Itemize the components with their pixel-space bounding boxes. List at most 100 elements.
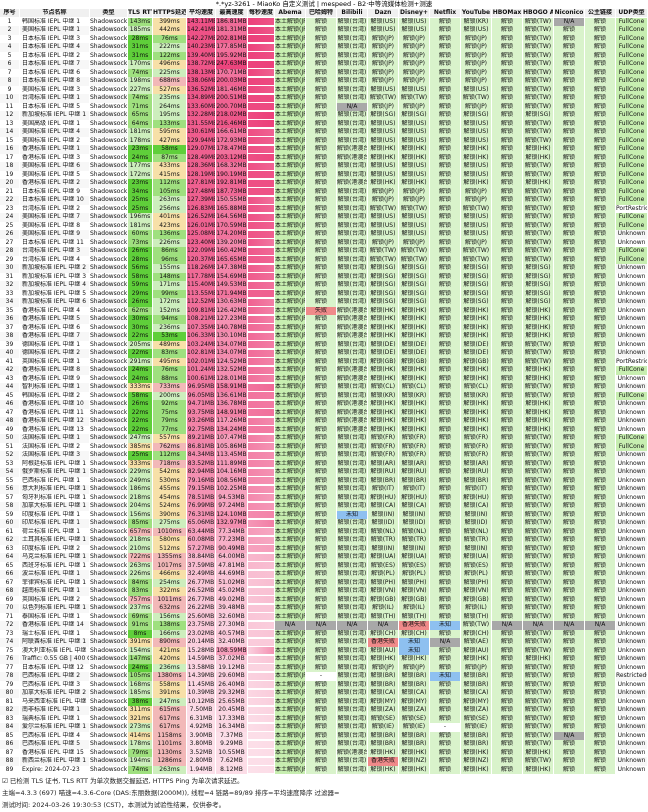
unlock-status: 解锁 [554, 629, 585, 638]
cell: 5 [0, 51, 20, 60]
unlock-status: 解锁 [554, 459, 585, 468]
unlock-status: 解锁 [554, 264, 585, 273]
node-name: 爱尔兰标准 IEPL 中继 1 [20, 723, 90, 732]
cell: 31 [0, 272, 20, 281]
node-name: 法国标准 IEPL 中继 2 [20, 442, 90, 451]
unlock-status: 解锁 [492, 578, 523, 587]
unlock-status: 解锁(US) [399, 26, 430, 35]
speed-sparkline [248, 468, 274, 476]
node-name: 法国标准 IEPL 中继 1 [20, 434, 90, 443]
unlock-status: 本土解锁(JP) [275, 570, 306, 579]
unlock-status: 解锁(台湾) [337, 111, 368, 120]
unlock-status: 本土解锁(JP) [275, 51, 306, 60]
latency: 76ms [153, 366, 187, 375]
udp-type: PortRestrictedCone [616, 204, 648, 213]
unlock-status: 本土解锁(JP) [275, 136, 306, 145]
speed-sparkline [248, 205, 274, 213]
unlock-status: 解锁 [492, 119, 523, 128]
unlock-status: 解锁 [430, 689, 461, 698]
unlock-status: 解锁 [554, 51, 585, 60]
cell: 76 [0, 655, 20, 664]
udp-type: Unknown [616, 374, 648, 383]
latency: 171ms [153, 281, 187, 290]
udp-type: FullCone [616, 34, 648, 43]
unlock-status: 解锁 [492, 451, 523, 460]
cell: 21 [0, 187, 20, 196]
unlock-status: 解锁(台湾) [337, 128, 368, 137]
unlock-status: 解锁(台湾) [337, 187, 368, 196]
unlock-status: 解锁 [554, 374, 585, 383]
speed-sparkline [248, 290, 274, 298]
unlock-status: 本土解锁(JP) [275, 170, 306, 179]
avg-speed: 128.19MB [187, 170, 216, 179]
udp-type: Unknown [616, 468, 648, 477]
unlock-status: 解锁 [492, 680, 523, 689]
latency: 236ms [153, 323, 187, 332]
unlock-status: 解锁 [585, 459, 616, 468]
column-header: 公主链接 [585, 8, 616, 17]
unlock-status: 解锁(台湾) [337, 672, 368, 681]
unlock-status: 解锁(台湾) [337, 612, 368, 621]
unlock-status: 解锁(TW) [523, 519, 554, 528]
speed-sparkline [248, 281, 274, 289]
unlock-status: 解锁 [306, 629, 337, 638]
max-speed: 9.29MB [216, 740, 248, 749]
unlock-status: 本土解锁(JP) [275, 510, 306, 519]
unlock-status: 解锁 [585, 306, 616, 315]
node-name: 韩国标准 IEPL 中继 1 [20, 17, 90, 26]
unlock-status: 解锁(US) [368, 170, 399, 179]
unlock-status: 解锁 [306, 570, 337, 579]
cell: Shadowsocks [90, 247, 128, 256]
avg-speed: 125.08MB [187, 230, 216, 239]
unlock-status: 解锁 [306, 765, 337, 774]
cell: 24 [0, 213, 20, 222]
speed-sparkline [248, 230, 274, 238]
cell: Shadowsocks [90, 578, 128, 587]
node-name: 香港标准 IEPL 中继 1 [20, 145, 90, 154]
unlock-status: 解锁(台湾) [337, 136, 368, 145]
cell: 78 [0, 672, 20, 681]
unlock-status: 解锁(台湾) [337, 119, 368, 128]
unlock-status: 解锁 [585, 60, 616, 69]
unlock-status: 解锁 [306, 145, 337, 154]
unlock-status: 本土解锁(JP) [275, 595, 306, 604]
latency: 225ms [153, 68, 187, 77]
latency: 85ms [128, 519, 153, 528]
unlock-status: 解锁 [492, 170, 523, 179]
max-speed: 26.40MB [216, 680, 248, 689]
unlock-status: 解锁(US) [399, 136, 430, 145]
unlock-status: 解锁 [492, 196, 523, 205]
cell: Shadowsocks [90, 60, 128, 69]
unlock-status: 解锁 [585, 153, 616, 162]
unlock-status: 解锁 [554, 340, 585, 349]
unlock-status: 本土解锁(JP) [275, 519, 306, 528]
unlock-status: 解锁(HK) [523, 748, 554, 757]
unlock-status: 解锁(台湾) [337, 646, 368, 655]
unlock-status: 解锁(HK) [461, 655, 492, 664]
node-name: 德国标准 IEPL 中继 2 [20, 349, 90, 358]
cell: 11 [0, 102, 20, 111]
node-name: 德国标准 IEPL 中继 1 [20, 340, 90, 349]
cell: Shadowsocks [90, 272, 128, 281]
unlock-status: 解锁 [492, 349, 523, 358]
speed-sparkline [248, 587, 274, 595]
speed-sparkline [248, 409, 274, 417]
node-name: 巴西标准 IEPL 中继 5 [20, 740, 90, 749]
cell: 23 [0, 204, 20, 213]
unlock-status: 解锁 [492, 162, 523, 171]
latency: 321ms [128, 714, 153, 723]
unlock-status: 解锁 [430, 315, 461, 324]
latency: 264ms [153, 102, 187, 111]
unlock-status: 解锁(FR) [368, 434, 399, 443]
cell: Shadowsocks [90, 315, 128, 324]
avg-speed: 142.27MB [187, 34, 216, 43]
cell: 43 [0, 374, 20, 383]
cell: Shadowsocks [90, 187, 128, 196]
latency: 194ms [128, 757, 153, 766]
unlock-status: 解锁(JP) [399, 238, 430, 247]
node-name: 加拿大标准 IEPL 中继 2 [20, 689, 90, 698]
unlock-status: 解锁(US) [399, 128, 430, 137]
unlock-status: 解锁(TW) [523, 663, 554, 672]
unlock-status: 解锁(台湾) [337, 34, 368, 43]
unlock-status: 解锁 [492, 374, 523, 383]
